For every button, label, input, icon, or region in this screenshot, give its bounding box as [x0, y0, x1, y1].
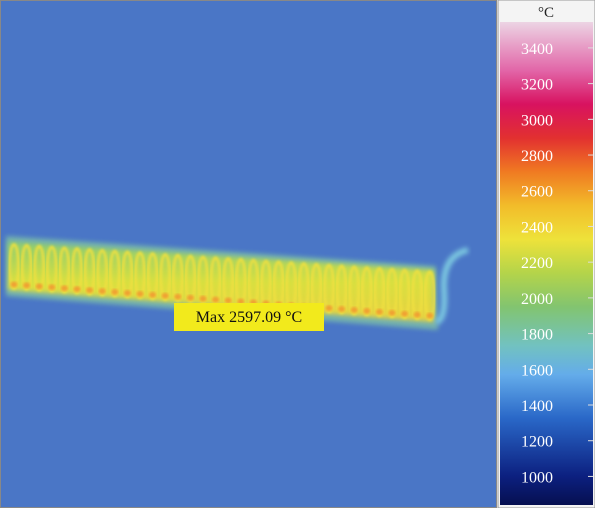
- colorbar-tick-label: 2400: [521, 219, 553, 236]
- hot-spot: [74, 286, 81, 292]
- colorbar-tick-label: 1400: [521, 398, 553, 415]
- hot-spot: [61, 285, 68, 291]
- hot-spot: [363, 308, 370, 314]
- hot-spot: [149, 292, 156, 298]
- colorbar-tick-label: 3400: [521, 41, 553, 58]
- hot-spot: [48, 284, 55, 290]
- screen: °C Max 2597.09 °C 1000 1200 1400 1600 1800 20…: [0, 0, 595, 508]
- hot-spot: [414, 312, 421, 318]
- hot-spot: [111, 289, 118, 295]
- hot-spot: [36, 283, 43, 289]
- colorbar-tick-label: 2600: [521, 184, 553, 201]
- annotation: Max 2597.09 °C: [196, 309, 302, 326]
- colorbar-tick-label: 2200: [521, 255, 553, 272]
- hot-spot: [338, 306, 345, 312]
- hot-spot: [174, 294, 181, 300]
- colorbar-tick-label: 3000: [521, 112, 553, 129]
- colorbar-unit: °C: [538, 5, 554, 21]
- hot-spot: [137, 291, 144, 297]
- colorbar-tick-label: 1200: [521, 434, 553, 451]
- colorbar-tick-label: 3200: [521, 77, 553, 94]
- hot-spot: [86, 287, 93, 293]
- hot-spot: [389, 310, 396, 316]
- colorbar-tick-label: 1800: [521, 327, 553, 344]
- hot-spot: [23, 282, 30, 288]
- hot-spot: [426, 313, 433, 319]
- hot-spot: [225, 298, 232, 304]
- hot-spot: [351, 307, 358, 313]
- hot-spot: [187, 295, 194, 301]
- hot-spot: [99, 288, 106, 294]
- hot-spot: [376, 309, 383, 315]
- colorbar-tick-label: 1000: [521, 469, 553, 486]
- hot-spot: [124, 290, 131, 296]
- colorbar-tick-label: 1600: [521, 362, 553, 379]
- hot-spot: [162, 293, 169, 299]
- colorbar-tick-label: 2800: [521, 148, 553, 165]
- hot-spot: [401, 311, 408, 317]
- colorbar-tick-label: 2000: [521, 291, 553, 308]
- hot-spot: [326, 305, 333, 311]
- hot-spot: [11, 281, 18, 287]
- hot-spot: [200, 296, 207, 302]
- hot-spot: [212, 297, 219, 303]
